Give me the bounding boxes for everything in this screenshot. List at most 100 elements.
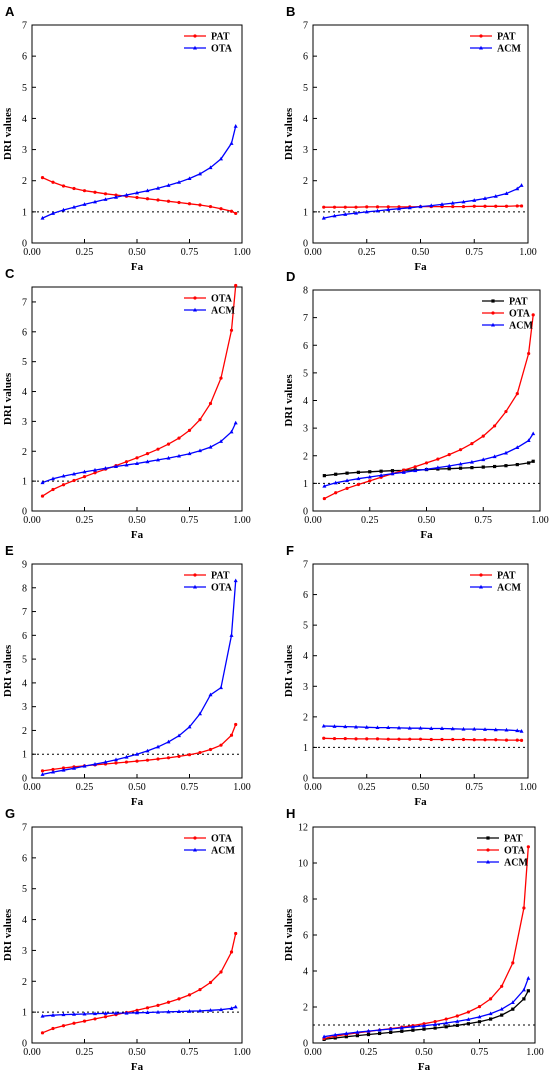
legend-label: PAT bbox=[497, 571, 516, 582]
x-tick-label: 1.00 bbox=[233, 247, 251, 258]
legend-label: PAT bbox=[211, 571, 230, 582]
data-point bbox=[61, 184, 66, 188]
data-point bbox=[466, 1017, 471, 1021]
x-tick-label: 0.50 bbox=[128, 782, 146, 793]
y-tick-label: 12 bbox=[298, 823, 308, 834]
data-point bbox=[321, 215, 326, 220]
data-point bbox=[400, 1029, 404, 1033]
data-point bbox=[321, 723, 326, 728]
data-point bbox=[322, 205, 326, 209]
series-line bbox=[324, 990, 529, 1041]
x-tick-label: 0.50 bbox=[412, 247, 430, 258]
data-point bbox=[531, 459, 535, 463]
data-point bbox=[447, 463, 452, 468]
y-axis-title: DRI values bbox=[2, 644, 14, 697]
data-point bbox=[156, 447, 160, 451]
data-point bbox=[433, 1026, 437, 1030]
data-point bbox=[177, 200, 181, 205]
series-line bbox=[324, 433, 534, 487]
y-tick-label: 1 bbox=[22, 207, 27, 218]
y-tick-label: 4 bbox=[303, 651, 308, 662]
data-point bbox=[450, 726, 455, 731]
series-line bbox=[42, 422, 237, 484]
data-point bbox=[51, 211, 55, 215]
data-point bbox=[61, 207, 66, 212]
data-point bbox=[114, 757, 118, 762]
data-point bbox=[103, 759, 108, 764]
data-point bbox=[82, 763, 87, 768]
data-point bbox=[156, 757, 160, 761]
legend-label: ACM bbox=[497, 583, 521, 594]
y-axis-title: DRI values bbox=[283, 644, 295, 697]
data-point bbox=[334, 491, 338, 495]
x-tick-label: 0.75 bbox=[181, 247, 199, 258]
data-point bbox=[389, 1030, 393, 1034]
data-point bbox=[375, 737, 380, 741]
data-point bbox=[472, 198, 477, 202]
data-point bbox=[422, 1027, 426, 1031]
panel-h: H 0 2 4 6 8 10 12 0.00 0.25 0.50 0.75 1.00 Fa DRI valu… bbox=[283, 806, 544, 1073]
data-point bbox=[397, 725, 401, 730]
y-tick-label: 4 bbox=[22, 114, 27, 125]
data-point bbox=[187, 202, 192, 206]
series-line bbox=[323, 184, 522, 219]
data-point bbox=[379, 473, 384, 477]
data-point bbox=[333, 480, 338, 485]
data-point bbox=[365, 205, 369, 209]
data-point bbox=[458, 466, 463, 470]
data-point bbox=[166, 442, 171, 446]
data-point bbox=[493, 194, 498, 198]
data-point bbox=[488, 1011, 493, 1016]
data-point bbox=[208, 692, 213, 697]
data-point bbox=[413, 465, 417, 469]
data-point bbox=[93, 467, 97, 472]
data-point bbox=[187, 1009, 192, 1013]
data-point bbox=[40, 1031, 45, 1035]
data-point bbox=[493, 727, 498, 732]
data-point bbox=[486, 836, 490, 840]
y-tick-label: 5 bbox=[22, 884, 27, 895]
data-point bbox=[515, 462, 519, 467]
data-point bbox=[219, 685, 223, 690]
legend-label: ACM bbox=[211, 306, 235, 317]
data-point bbox=[322, 736, 326, 740]
y-tick-label: 1 bbox=[303, 479, 308, 490]
data-point bbox=[61, 1012, 66, 1017]
series-pat bbox=[322, 736, 524, 742]
data-point bbox=[208, 165, 213, 170]
plot-frame bbox=[312, 563, 529, 779]
panel-letter: H bbox=[286, 806, 295, 821]
data-point bbox=[466, 1022, 470, 1026]
data-point bbox=[187, 176, 192, 181]
data-point bbox=[166, 199, 171, 203]
data-point bbox=[229, 429, 234, 434]
y-tick-label: 8 bbox=[303, 895, 308, 906]
data-point bbox=[407, 725, 412, 730]
data-point bbox=[433, 1019, 437, 1024]
data-point bbox=[72, 478, 76, 483]
data-point bbox=[187, 451, 192, 456]
data-point bbox=[503, 450, 508, 455]
data-point bbox=[135, 461, 139, 466]
y-tick-label: 0 bbox=[303, 507, 308, 518]
data-point bbox=[440, 737, 444, 742]
data-point bbox=[472, 738, 476, 742]
data-point bbox=[208, 401, 213, 406]
data-point bbox=[461, 726, 466, 731]
x-tick-label: 0.00 bbox=[304, 247, 322, 258]
data-point bbox=[451, 737, 455, 742]
data-point bbox=[145, 188, 150, 193]
x-tick-label: 0.50 bbox=[415, 1047, 433, 1058]
y-tick-label: 5 bbox=[303, 368, 308, 379]
data-point bbox=[354, 205, 358, 209]
data-point bbox=[234, 283, 238, 288]
data-point bbox=[402, 468, 406, 472]
data-point bbox=[233, 124, 238, 128]
data-point bbox=[135, 759, 139, 763]
data-point bbox=[511, 961, 515, 965]
x-tick-label: 1.00 bbox=[233, 515, 251, 526]
y-tick-label: 2 bbox=[22, 977, 27, 988]
y-tick-label: 6 bbox=[303, 52, 308, 63]
